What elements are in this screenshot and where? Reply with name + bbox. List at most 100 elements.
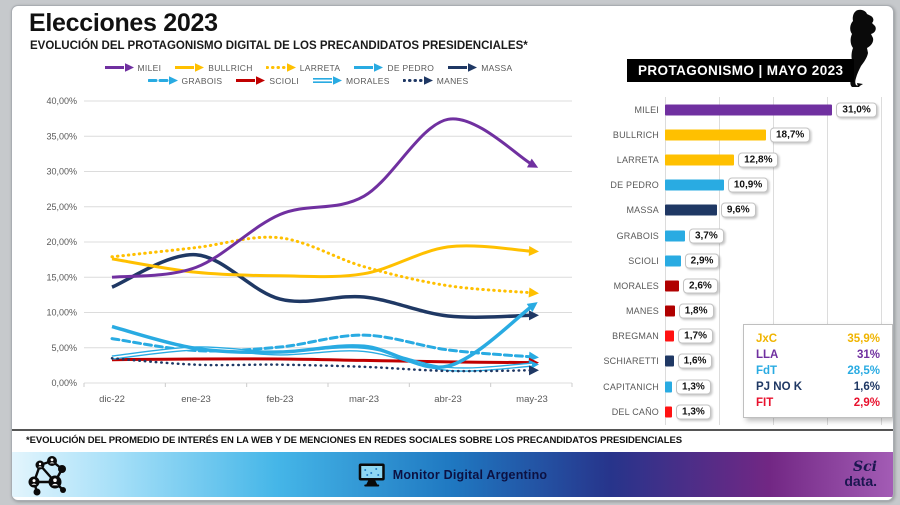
y-axis-tick-label: 35,00% [46, 131, 77, 141]
bar-row-de-pedro: DE PEDRO 10,9% [601, 173, 891, 198]
summary-row-fdt: FdT 28,5% [756, 365, 880, 377]
bar-value-badge: 18,7% [769, 127, 811, 143]
legend-item-de-pedro: DE PEDRO [353, 62, 434, 73]
bar-value-badge: 1,3% [676, 404, 711, 420]
legend-item-larreta: LARRETA [265, 62, 341, 73]
panel-title: PROTAGONISMO | MAYO 2023 [627, 59, 855, 82]
x-axis-tick-label: abr-23 [434, 394, 461, 405]
bar-zone: 1,7% [665, 324, 891, 349]
bar-label: MASSA [626, 205, 659, 216]
party-summary-box: JxC 35,9% LLA 31% FdT 28,5% PJ NO K 1,6% FIT 2,9% [743, 324, 893, 418]
bar-zone: 1,3% [665, 374, 891, 399]
summary-row-fit: FIT 2,9% [756, 397, 880, 409]
summary-label: FIT [756, 397, 774, 409]
bar-zone: 1,8% [665, 299, 891, 324]
legend-label: MORALES [346, 75, 390, 86]
summary-value: 2,9% [853, 397, 880, 409]
y-axis-tick-label: 10,00% [46, 308, 77, 318]
x-axis-tick-label: feb-23 [267, 394, 294, 405]
bar-zone: 1,6% [665, 349, 891, 374]
bar-label: CAPITANICH [603, 381, 659, 392]
bar-label: DEL CAÑO [611, 406, 659, 417]
bar-zone: 3,7% [665, 223, 891, 248]
bar-value-badge: 31,0% [836, 102, 877, 118]
bar-fill [665, 406, 673, 418]
bar-row-schiaretti: SCHIARETTI 1,6% [601, 349, 891, 374]
legend-line-sample [448, 63, 478, 72]
legend-label: GRABOIS [181, 75, 223, 86]
y-axis-tick-label: 30,00% [46, 167, 77, 177]
x-axis-tick-label: ene-23 [181, 394, 211, 405]
bar-value-badge: 1,3% [676, 379, 711, 395]
bar-value-badge: 10,9% [727, 177, 769, 193]
legend-item-milei: MILEI [104, 62, 162, 73]
legend-line-sample [236, 76, 266, 85]
scidata-logo: Sci data. [844, 460, 877, 489]
bar-zone: 1,3% [665, 399, 891, 424]
summary-value: 28,5% [847, 365, 880, 377]
legend-item-grabois: GRABOIS [147, 75, 223, 86]
bar-value-badge: 1,6% [677, 353, 713, 369]
series-line-milei [111, 117, 539, 279]
bar-value-badge: 2,6% [683, 278, 718, 294]
legend-label: SCIOLI [269, 75, 300, 86]
series-line-de-pedro [111, 302, 538, 369]
legend-label: BULLRICH [208, 62, 253, 73]
bar-fill [665, 330, 675, 342]
series-line-scioli [111, 357, 539, 368]
x-axis-tick-label: may-23 [516, 394, 548, 405]
bar-label: DE PEDRO [610, 180, 659, 191]
y-axis-tick-label: 25,00% [46, 202, 77, 212]
bar-fill [665, 280, 680, 292]
legend-line-sample [402, 76, 433, 85]
series-line-larreta [110, 235, 539, 298]
bar-value-badge: 1,7% [678, 328, 713, 344]
bar-fill [665, 179, 724, 191]
bar-fill [665, 204, 717, 216]
y-axis-tick-label: 5,00% [51, 343, 77, 353]
summary-label: JxC [756, 333, 778, 345]
legend-label: MILEI [137, 62, 162, 73]
bar-row-morales: MORALES 2,6% [601, 273, 891, 298]
bar-row-milei: MILEI 31,0% [601, 97, 891, 122]
bar-value-badge: 2,9% [684, 253, 720, 269]
legend-row: GRABOIS SCIOLI MORALES MANES [147, 75, 469, 86]
footer-divider: *EVOLUCIÓN DEL PROMEDIO DE INTERÉS EN LA… [12, 429, 893, 446]
bar-fill [665, 305, 675, 317]
bar-label: MILEI [634, 104, 659, 115]
summary-row-pj-no-k: PJ NO K 1,6% [756, 381, 880, 393]
x-axis-tick-label: mar-23 [349, 394, 379, 405]
bar-row-manes: MANES 1,8% [601, 299, 891, 324]
legend-item-massa: MASSA [447, 62, 512, 73]
bar-value-badge: 12,8% [738, 152, 779, 168]
bar-fill [665, 255, 681, 267]
footnote: *EVOLUCIÓN DEL PROMEDIO DE INTERÉS EN LA… [26, 435, 682, 446]
y-axis-tick-label: 40,00% [46, 96, 77, 106]
brand-name: Monitor Digital Argentino [392, 467, 548, 482]
scidata-line2: data. [844, 472, 877, 489]
line-chart: MILEI BULLRICH LARRETA DE PEDRO MASSA GRABOIS… [22, 62, 594, 434]
legend-line-sample [147, 76, 178, 85]
bar-label: SCHIARETTI [603, 356, 659, 367]
legend-line-sample [265, 63, 296, 72]
bar-zone: 9,6% [665, 198, 891, 223]
chart-legend: MILEI BULLRICH LARRETA DE PEDRO MASSA GRABOIS… [22, 62, 594, 86]
bar-label: LARRETA [616, 154, 659, 165]
bottom-brand-bar: Monitor Digital Argentino Sci data. [12, 452, 893, 497]
bar-row-bregman: BREGMAN 1,7% [601, 324, 891, 349]
bar-zone: 10,9% [665, 173, 891, 198]
y-axis-tick-label: 15,00% [46, 272, 77, 282]
bar-row-larreta: LARRETA 12,8% [601, 147, 891, 172]
bar-value-badge: 9,6% [720, 202, 756, 218]
bar-fill [665, 154, 735, 166]
legend-line-sample [313, 76, 343, 85]
monitor-icon [358, 463, 385, 486]
bar-row-bullrich: BULLRICH 18,7% [601, 122, 891, 147]
summary-value: 1,6% [853, 381, 880, 393]
summary-label: LLA [756, 349, 779, 361]
argentina-map-icon [850, 9, 876, 87]
y-axis-tick-label: 0,00% [51, 378, 77, 388]
bar-zone: 31,0% [665, 97, 891, 122]
brand-group: Monitor Digital Argentino [358, 463, 548, 487]
social-network-icon [28, 455, 66, 495]
